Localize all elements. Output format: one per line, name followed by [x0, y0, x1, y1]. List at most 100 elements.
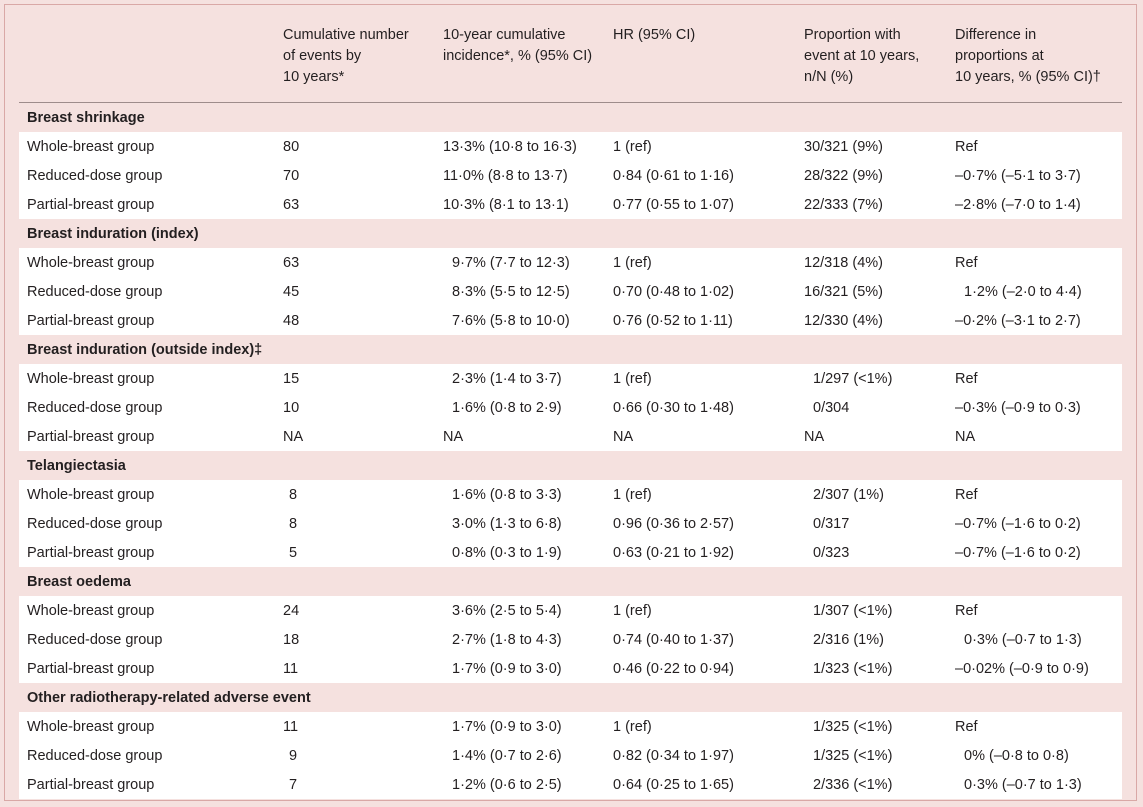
cell-text: Ref: [955, 486, 978, 503]
header-line: of events by: [283, 48, 362, 64]
table-row: Partial-breast group NA NA NA NA NA: [19, 422, 1122, 451]
cell-text: 2·7% (1·8 to 4·3): [452, 631, 562, 648]
proportion-cell: 1/325 (<1%): [800, 741, 951, 770]
table-row: Whole-breast group 15 2·3% (1·4 to 3·7) 1 (…: [19, 364, 1122, 393]
cell-text: 1 (ref): [613, 370, 652, 387]
cell-text: NA: [613, 428, 634, 445]
cell-text: 1·6% (0·8 to 3·3): [452, 486, 562, 503]
cell-text: Partial-breast group: [27, 544, 155, 561]
cell-text: Reduced-dose group: [27, 167, 163, 184]
proportion-cell: 2/336 (<1%): [800, 770, 951, 799]
section-header-row: Telangiectasia: [19, 451, 1122, 480]
cell-text: 1·2% (0·6 to 2·5): [452, 776, 562, 793]
events-cell: 11: [279, 654, 439, 683]
cell-text: 0/323: [813, 544, 850, 561]
cell-text: Whole-breast group: [27, 718, 155, 735]
cell-text: Whole-breast group: [27, 138, 155, 155]
proportion-cell: 30/321 (9%): [800, 132, 951, 161]
group-cell: Reduced-dose group: [19, 161, 279, 190]
table-row: Reduced-dose group 9 1·4% (0·7 to 2·6) 0·82…: [19, 741, 1122, 770]
proportion-column-header: Proportion with event at 10 years, n/N (%): [800, 19, 951, 103]
events-cell: 15: [279, 364, 439, 393]
table-row: Whole-breast group 80 13·3% (10·8 to 16·3)…: [19, 132, 1122, 161]
cell-text: 24: [283, 602, 300, 619]
table-row: Partial-breast group 5 0·8% (0·3 to 1·9) 0·…: [19, 538, 1122, 567]
group-cell: Partial-breast group: [19, 306, 279, 335]
cell-text: NA: [443, 428, 464, 445]
events-column-header: Cumulative number of events by 10 years*: [279, 19, 439, 103]
cell-text: 1/297 (<1%): [813, 370, 893, 387]
group-cell: Reduced-dose group: [19, 509, 279, 538]
cell-text: 13·3% (10·8 to 16·3): [443, 138, 577, 155]
table-body: Breast shrinkage Whole-breast group 80 13·3…: [19, 102, 1122, 799]
cell-text: 45: [283, 283, 300, 300]
cell-text: 8·3% (5·5 to 12·5): [452, 283, 570, 300]
cell-text: 70: [283, 167, 300, 184]
group-cell: Partial-breast group: [19, 654, 279, 683]
difference-cell: Ref: [951, 712, 1122, 741]
incidence-cell: 13·3% (10·8 to 16·3): [439, 132, 609, 161]
cell-text: 0·3% (–0·7 to 1·3): [964, 776, 1082, 793]
cell-text: Reduced-dose group: [27, 747, 163, 764]
header-line: incidence*, % (95% CI): [443, 48, 593, 64]
incidence-cell: 1·2% (0·6 to 2·5): [439, 770, 609, 799]
cell-text: NA: [804, 428, 825, 445]
table-header: Cumulative number of events by 10 years* 10…: [19, 19, 1122, 103]
cell-text: 16/321 (5%): [804, 283, 883, 300]
proportion-cell: 1/323 (<1%): [800, 654, 951, 683]
cell-text: Partial-breast group: [27, 660, 155, 677]
difference-cell: 0% (–0·8 to 0·8): [951, 741, 1122, 770]
events-cell: 18: [279, 625, 439, 654]
table-row: Whole-breast group 63 9·7% (7·7 to 12·3) 1 …: [19, 248, 1122, 277]
events-cell: 80: [279, 132, 439, 161]
cell-text: Reduced-dose group: [27, 283, 163, 300]
hr-cell: 0·63 (0·21 to 1·92): [609, 538, 800, 567]
section-header-row: Breast oedema: [19, 567, 1122, 596]
section-title: Breast induration (outside index)‡: [19, 335, 1122, 364]
cell-text: Ref: [955, 254, 978, 271]
section-title: Telangiectasia: [19, 451, 1122, 480]
group-cell: Partial-breast group: [19, 538, 279, 567]
table-row: Reduced-dose group 8 3·0% (1·3 to 6·8) 0·96…: [19, 509, 1122, 538]
group-cell: Whole-breast group: [19, 364, 279, 393]
cell-text: 1/323 (<1%): [813, 660, 893, 677]
cell-text: 0/317: [813, 515, 850, 532]
cell-text: Partial-breast group: [27, 428, 155, 445]
hr-cell: 1 (ref): [609, 248, 800, 277]
difference-cell: –2·8% (–7·0 to 1·4): [951, 190, 1122, 219]
table-row: Reduced-dose group 45 8·3% (5·5 to 12·5) 0·…: [19, 277, 1122, 306]
cell-text: 0·96 (0·36 to 2·57): [613, 515, 734, 532]
table-row: Reduced-dose group 10 1·6% (0·8 to 2·9) 0·6…: [19, 393, 1122, 422]
table-row: Partial-breast group 7 1·2% (0·6 to 2·5) 0·…: [19, 770, 1122, 799]
proportion-cell: 1/297 (<1%): [800, 364, 951, 393]
header-line: n/N (%): [804, 69, 854, 85]
cell-text: Whole-breast group: [27, 486, 155, 503]
cell-text: 5: [289, 544, 298, 561]
events-cell: 7: [279, 770, 439, 799]
difference-cell: NA: [951, 422, 1122, 451]
cell-text: Reduced-dose group: [27, 631, 163, 648]
events-cell: 10: [279, 393, 439, 422]
events-cell: 63: [279, 248, 439, 277]
cell-text: –0·2% (–3·1 to 2·7): [955, 312, 1081, 329]
events-cell: 48: [279, 306, 439, 335]
proportion-cell: 12/318 (4%): [800, 248, 951, 277]
hr-cell: 0·74 (0·40 to 1·37): [609, 625, 800, 654]
cell-text: 0·82 (0·34 to 1·97): [613, 747, 734, 764]
header-line: 10-year cumulative: [443, 27, 566, 43]
cell-text: 22/333 (7%): [804, 196, 883, 213]
cell-text: 1·6% (0·8 to 2·9): [452, 399, 562, 416]
hr-cell: 0·70 (0·48 to 1·02): [609, 277, 800, 306]
cell-text: –0·7% (–1·6 to 0·2): [955, 544, 1081, 561]
difference-cell: Ref: [951, 480, 1122, 509]
cell-text: 63: [283, 196, 300, 213]
header-line: Difference in: [955, 27, 1037, 43]
cell-text: –0·02% (–0·9 to 0·9): [955, 660, 1089, 677]
cell-text: Whole-breast group: [27, 370, 155, 387]
cell-text: Whole-breast group: [27, 254, 155, 271]
header-line: 10 years*: [283, 69, 345, 85]
cell-text: 12/330 (4%): [804, 312, 883, 329]
hr-cell: 1 (ref): [609, 480, 800, 509]
hr-cell: 0·82 (0·34 to 1·97): [609, 741, 800, 770]
cell-text: 2/316 (1%): [813, 631, 884, 648]
